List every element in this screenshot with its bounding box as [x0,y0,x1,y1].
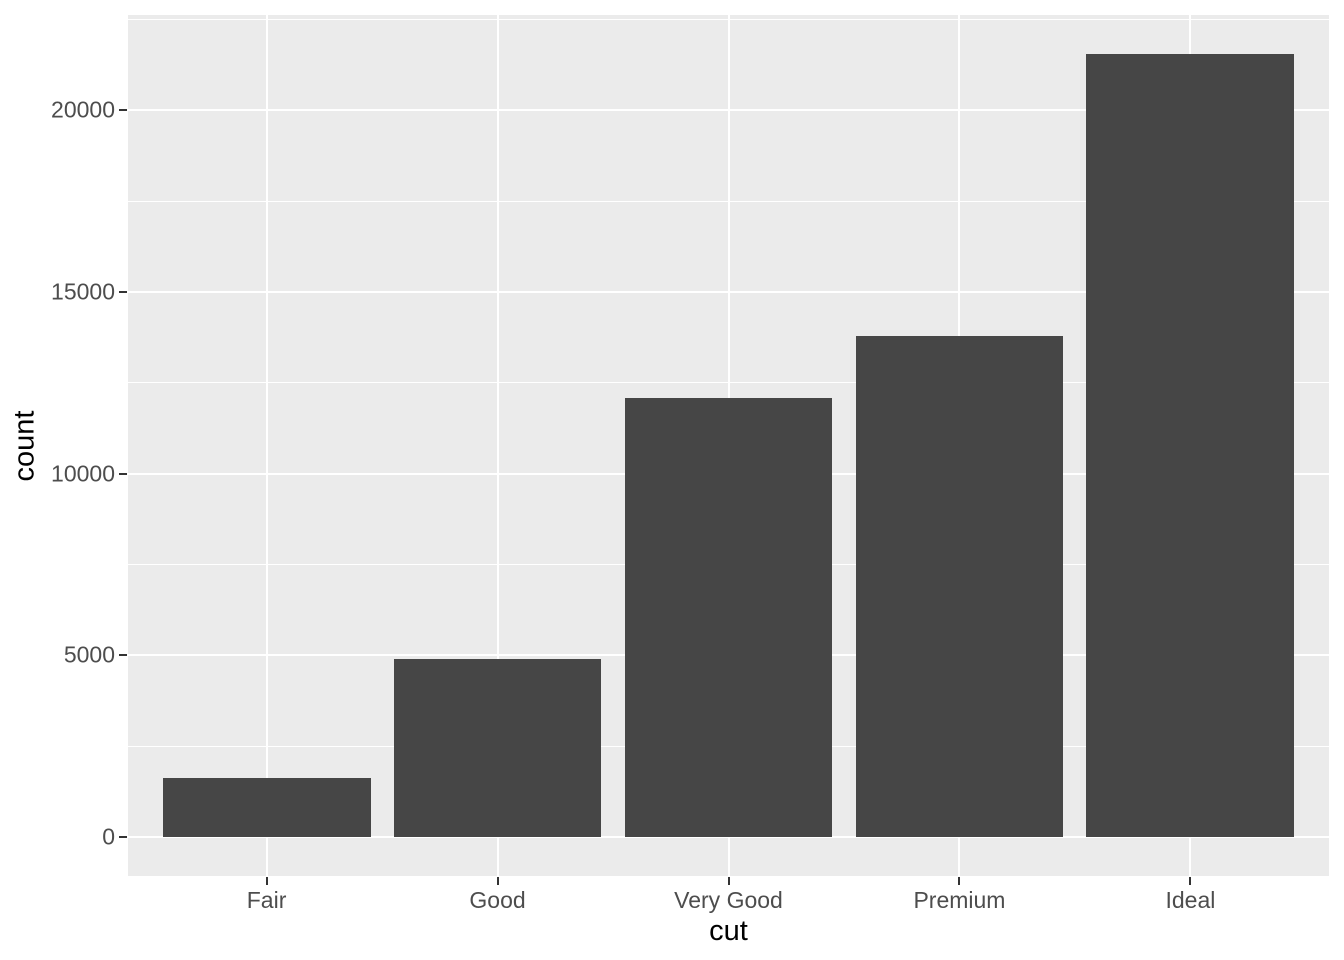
bar-premium [855,335,1064,837]
y-axis-title: count [8,410,41,481]
x-tick-label-premium: Premium [913,887,1006,913]
y-tick-label-5000: 5000 [63,641,115,668]
y-tick-mark-15000 [119,291,127,294]
bar-very-good [624,398,833,837]
x-tick-label-fair: Fair [246,887,287,913]
x-tick-mark-good [496,877,499,885]
bar-good [393,658,602,837]
y-tick-label-15000: 15000 [51,278,115,305]
y-tick-label-10000: 10000 [51,460,115,487]
x-tick-label-good: Good [469,887,526,913]
y-tick-mark-10000 [119,472,127,475]
x-tick-label-ideal: Ideal [1165,887,1216,913]
y-tick-label-20000: 20000 [51,96,115,123]
x-tick-mark-fair [265,877,268,885]
gridline-x-fair [265,15,268,876]
y-tick-mark-5000 [119,654,127,657]
y-tick-mark-0 [119,835,127,838]
x-axis-title: cut [709,915,748,947]
x-tick-mark-premium [958,877,961,885]
bar-ideal [1086,54,1295,837]
plot-panel [128,15,1329,876]
y-tick-label-0: 0 [102,823,115,850]
x-tick-label-very-good: Very Good [674,887,783,913]
x-tick-mark-very-good [727,877,730,885]
gridline-x-good [496,15,499,876]
bar-fair [162,778,371,837]
x-tick-mark-ideal [1189,877,1192,885]
y-tick-mark-20000 [119,109,127,112]
